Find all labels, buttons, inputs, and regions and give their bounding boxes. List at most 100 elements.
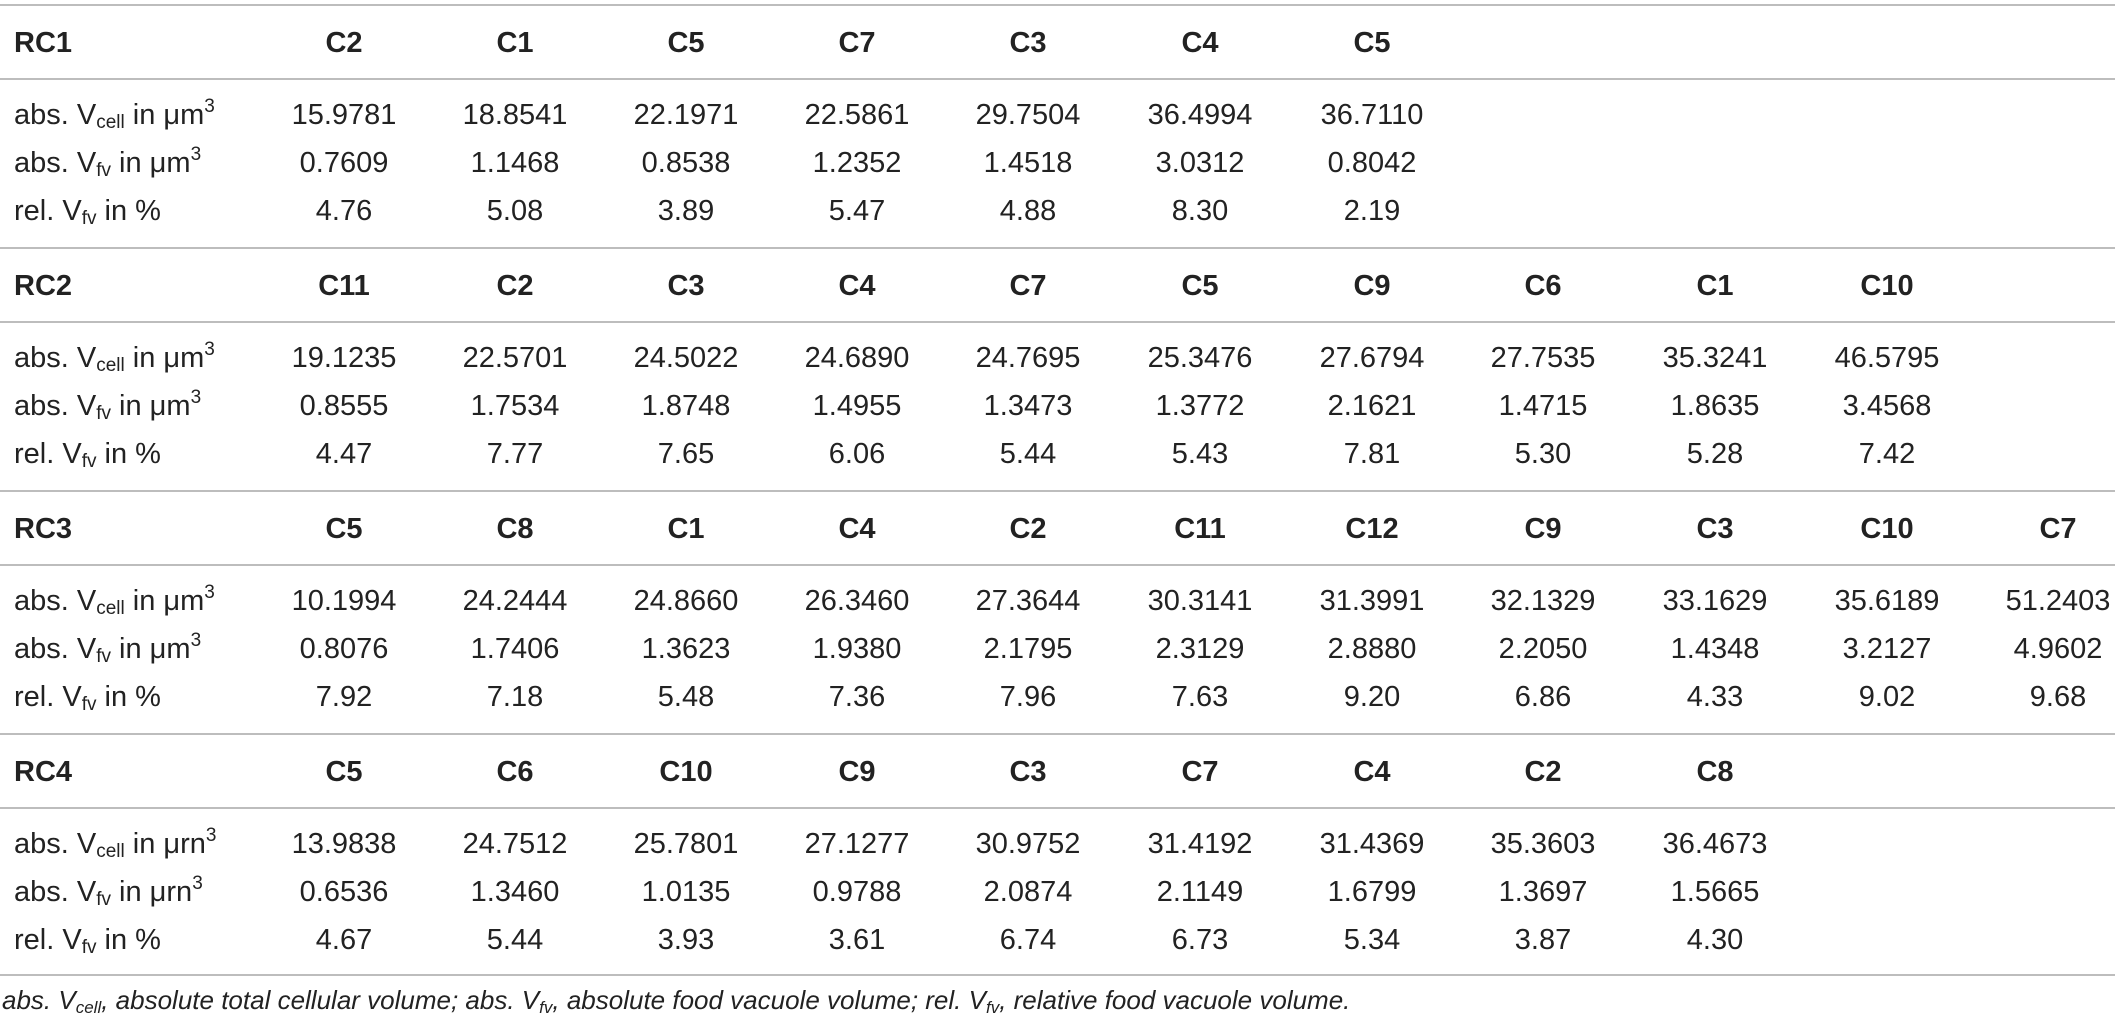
table-cell: 2.8880: [1327, 633, 1417, 665]
table-cell: 1.4715: [1498, 390, 1588, 422]
table-cell: 3.87: [1514, 924, 1572, 956]
table-cell: 18.8541: [462, 99, 568, 131]
row-label: abs. Vfv in μm3: [14, 630, 202, 667]
table-cell: 35.3241: [1662, 342, 1768, 374]
table-cell: 31.4369: [1319, 828, 1425, 860]
table-cell: 6.74: [999, 924, 1057, 956]
table-cell: 4.67: [315, 924, 373, 956]
row-label: rel. Vfv in %: [14, 438, 161, 472]
row-label-subscript: fv: [96, 403, 111, 424]
table-cell: 2.19: [1343, 195, 1401, 227]
table-cell: 31.3991: [1319, 585, 1425, 617]
column-header: C7: [838, 27, 876, 59]
column-header: C7: [1181, 756, 1219, 788]
table-cell: 36.4994: [1147, 99, 1253, 131]
table-cell: 33.1629: [1662, 585, 1768, 617]
row-label-subscript: fv: [96, 889, 111, 910]
column-header: C2: [1524, 756, 1562, 788]
column-header: C9: [838, 756, 876, 788]
header-rule: [0, 564, 2115, 566]
table-cell: 24.7512: [462, 828, 568, 860]
table-cell: 1.4348: [1670, 633, 1760, 665]
table-cell: 3.0312: [1155, 147, 1245, 179]
table-cell: 1.3460: [470, 876, 560, 908]
column-header: C8: [1696, 756, 1734, 788]
row-label-superscript: 3: [190, 630, 202, 651]
table-cell: 4.33: [1686, 681, 1744, 713]
table-cell: 27.7535: [1490, 342, 1596, 374]
table-cell: 7.18: [486, 681, 544, 713]
column-header: C2: [496, 270, 534, 302]
table-cell: 1.4518: [983, 147, 1073, 179]
table-cell: 1.9380: [812, 633, 902, 665]
table-cell: 5.44: [999, 438, 1057, 470]
table-cell: 1.7406: [470, 633, 560, 665]
table-cell: 1.8635: [1670, 390, 1760, 422]
table-cell: 1.5665: [1670, 876, 1760, 908]
column-header: C10: [1860, 513, 1914, 545]
row-label: abs. Vcell in μm3: [14, 582, 215, 619]
table-cell: 30.3141: [1147, 585, 1253, 617]
column-header: C4: [1181, 27, 1219, 59]
table-cell: 22.5701: [462, 342, 568, 374]
column-header: C9: [1353, 270, 1391, 302]
table-footnote: abs. Vcell, absolute total cellular volu…: [2, 985, 1351, 1017]
row-label-subscript: fv: [81, 694, 97, 715]
row-label-subscript: fv: [81, 937, 97, 958]
table-cell: 15.9781: [291, 99, 397, 131]
column-header: C1: [667, 513, 705, 545]
table-cell: 31.4192: [1147, 828, 1253, 860]
table-cell: 9.68: [2029, 681, 2087, 713]
group-label: RC4: [14, 756, 73, 788]
table-cell: 1.0135: [641, 876, 731, 908]
column-header: C10: [659, 756, 713, 788]
column-header: C5: [325, 756, 363, 788]
row-label-subscript: cell: [96, 598, 125, 619]
table-cell: 0.7609: [299, 147, 389, 179]
table-cell: 19.1235: [291, 342, 397, 374]
table-cell: 4.76: [315, 195, 373, 227]
table-cell: 4.47: [315, 438, 373, 470]
table-cell: 27.3644: [975, 585, 1081, 617]
table-cell: 51.2403: [2005, 585, 2111, 617]
table-cell: 2.1149: [1156, 876, 1244, 908]
table-cell: 26.3460: [804, 585, 910, 617]
table-cell: 6.73: [1171, 924, 1229, 956]
column-header: C5: [1353, 27, 1391, 59]
table-cell: 4.88: [999, 195, 1057, 227]
table-cell: 0.9788: [812, 876, 902, 908]
table-cell: 7.65: [657, 438, 715, 470]
table-cell: 5.30: [1514, 438, 1572, 470]
table-cell: 7.77: [486, 438, 544, 470]
table-cell: 1.3473: [983, 390, 1073, 422]
table-cell: 9.02: [1858, 681, 1916, 713]
group-label: RC3: [14, 513, 73, 545]
row-label: rel. Vfv in %: [14, 924, 161, 958]
column-header: C11: [318, 270, 370, 302]
table-cell: 3.2127: [1842, 633, 1932, 665]
table-cell: 27.6794: [1319, 342, 1425, 374]
table-cell: 5.43: [1171, 438, 1229, 470]
row-label-subscript: fv: [81, 208, 97, 229]
column-header: C2: [325, 27, 363, 59]
table-cell: 1.8748: [641, 390, 731, 422]
row-label-subscript: fv: [81, 451, 97, 472]
table-cell: 1.3772: [1155, 390, 1245, 422]
table-cell: 7.36: [828, 681, 886, 713]
table-cell: 0.8042: [1327, 147, 1417, 179]
row-label: abs. Vfv in μrn3: [14, 873, 203, 910]
row-label: rel. Vfv in %: [14, 681, 161, 715]
table-cell: 22.5861: [804, 99, 910, 131]
group-label: RC2: [14, 270, 73, 302]
column-header: C6: [496, 756, 534, 788]
column-header: C2: [1009, 513, 1047, 545]
column-header: C9: [1524, 513, 1562, 545]
table-cell: 10.1994: [291, 585, 397, 617]
column-header: C5: [325, 513, 363, 545]
table-cell: 7.63: [1171, 681, 1229, 713]
row-label-subscript: fv: [96, 646, 111, 667]
table-cell: 0.8076: [299, 633, 389, 665]
table-cell: 2.3129: [1155, 633, 1245, 665]
row-label-superscript: 3: [204, 339, 215, 360]
column-header: C8: [496, 513, 534, 545]
